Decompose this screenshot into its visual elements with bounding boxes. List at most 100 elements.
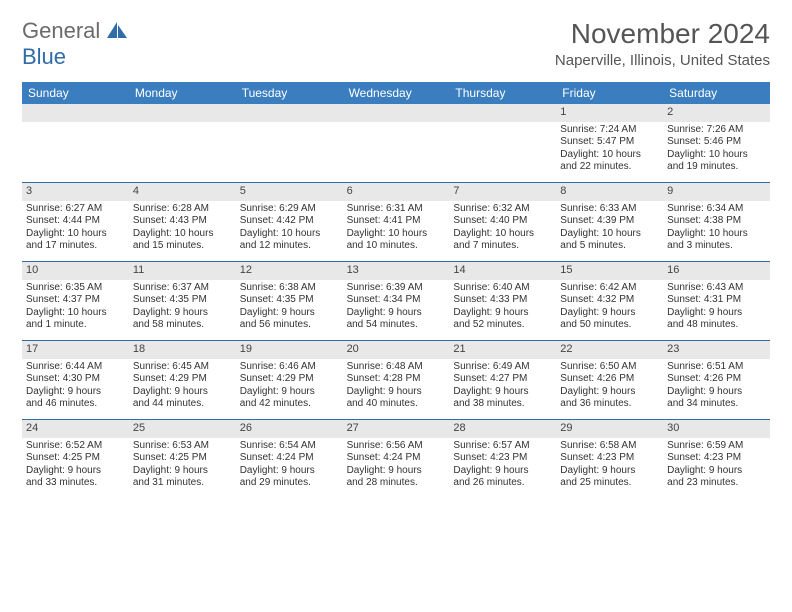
daylight-line: Daylight: 9 hours (560, 386, 659, 399)
day-number: 15 (556, 262, 663, 280)
empty-cell (22, 104, 129, 182)
day-number: 24 (22, 420, 129, 438)
day-cell: 15Sunrise: 6:42 AMSunset: 4:32 PMDayligh… (556, 262, 663, 340)
day-number: 28 (449, 420, 556, 438)
sunset-line: Sunset: 4:31 PM (667, 294, 766, 307)
calendar: SundayMondayTuesdayWednesdayThursdayFrid… (22, 82, 770, 498)
sunrise-line: Sunrise: 6:48 AM (347, 361, 446, 374)
daylight-line: Daylight: 10 hours (347, 228, 446, 241)
sunset-line: Sunset: 4:25 PM (26, 452, 125, 465)
sunrise-line: Sunrise: 6:44 AM (26, 361, 125, 374)
weekday-header: Friday (556, 82, 663, 104)
sunset-line: Sunset: 4:30 PM (26, 373, 125, 386)
sunrise-line: Sunrise: 6:42 AM (560, 282, 659, 295)
day-cell: 1 Sunrise: 7:24 AMSunset: 5:47 PMDaylight… (556, 104, 663, 182)
daylight-line: Daylight: 10 hours (560, 149, 659, 162)
sunset-line: Sunset: 4:26 PM (560, 373, 659, 386)
day-number: 21 (449, 341, 556, 359)
day-cell: 17Sunrise: 6:44 AMSunset: 4:30 PMDayligh… (22, 341, 129, 419)
daylight-line: Daylight: 9 hours (560, 465, 659, 478)
day-cell: 3Sunrise: 6:27 AMSunset: 4:44 PMDaylight… (22, 183, 129, 261)
sunset-line: Sunset: 4:35 PM (133, 294, 232, 307)
week-row: 17Sunrise: 6:44 AMSunset: 4:30 PMDayligh… (22, 341, 770, 420)
logo: General Blue (22, 18, 127, 70)
day-cell: 13Sunrise: 6:39 AMSunset: 4:34 PMDayligh… (343, 262, 450, 340)
logo-word-2: Blue (22, 44, 66, 69)
sunrise-line: Sunrise: 6:59 AM (667, 440, 766, 453)
day-cell: 10Sunrise: 6:35 AMSunset: 4:37 PMDayligh… (22, 262, 129, 340)
day-number: 23 (663, 341, 770, 359)
week-row: 3Sunrise: 6:27 AMSunset: 4:44 PMDaylight… (22, 183, 770, 262)
weekday-header: Tuesday (236, 82, 343, 104)
daylight-line: and 58 minutes. (133, 319, 232, 332)
sunset-line: Sunset: 4:44 PM (26, 215, 125, 228)
daylight-line: and 10 minutes. (347, 240, 446, 253)
logo-sail-icon (107, 22, 127, 38)
sunset-line: Sunset: 4:32 PM (560, 294, 659, 307)
daylight-line: and 52 minutes. (453, 319, 552, 332)
day-cell: 5Sunrise: 6:29 AMSunset: 4:42 PMDaylight… (236, 183, 343, 261)
day-number: 29 (556, 420, 663, 438)
week-row: 1 Sunrise: 7:24 AMSunset: 5:47 PMDaylight… (22, 104, 770, 183)
daylight-line: and 48 minutes. (667, 319, 766, 332)
daylight-line: and 5 minutes. (560, 240, 659, 253)
day-cell: 19Sunrise: 6:46 AMSunset: 4:29 PMDayligh… (236, 341, 343, 419)
sunrise-line: Sunrise: 6:49 AM (453, 361, 552, 374)
sunrise-line: Sunrise: 6:52 AM (26, 440, 125, 453)
day-cell: 22Sunrise: 6:50 AMSunset: 4:26 PMDayligh… (556, 341, 663, 419)
sunrise-line: Sunrise: 6:40 AM (453, 282, 552, 295)
day-number: 18 (129, 341, 236, 359)
sunrise-line: Sunrise: 6:54 AM (240, 440, 339, 453)
sunset-line: Sunset: 4:35 PM (240, 294, 339, 307)
weekday-header: Wednesday (343, 82, 450, 104)
daylight-line: Daylight: 9 hours (133, 465, 232, 478)
sunset-line: Sunset: 5:46 PM (667, 136, 766, 149)
sunset-line: Sunset: 4:42 PM (240, 215, 339, 228)
day-number: 9 (663, 183, 770, 201)
daylight-line: Daylight: 9 hours (26, 386, 125, 399)
day-number: 1 (556, 104, 663, 122)
daylight-line: Daylight: 9 hours (667, 386, 766, 399)
daylight-line: and 15 minutes. (133, 240, 232, 253)
daylight-line: Daylight: 10 hours (26, 228, 125, 241)
daylight-line: and 50 minutes. (560, 319, 659, 332)
daylight-line: Daylight: 10 hours (453, 228, 552, 241)
daylight-line: and 25 minutes. (560, 477, 659, 490)
empty-cell (236, 104, 343, 182)
sunset-line: Sunset: 4:24 PM (240, 452, 339, 465)
day-number: 22 (556, 341, 663, 359)
weekday-header: Monday (129, 82, 236, 104)
day-number: 8 (556, 183, 663, 201)
daylight-line: Daylight: 9 hours (133, 307, 232, 320)
sunrise-line: Sunrise: 6:28 AM (133, 203, 232, 216)
day-cell: 11Sunrise: 6:37 AMSunset: 4:35 PMDayligh… (129, 262, 236, 340)
logo-text: General Blue (22, 18, 127, 70)
location-label: Naperville, Illinois, United States (555, 52, 770, 69)
daylight-line: and 31 minutes. (133, 477, 232, 490)
title-block: November 2024 Naperville, Illinois, Unit… (555, 18, 770, 69)
sunrise-line: Sunrise: 6:35 AM (26, 282, 125, 295)
sunrise-line: Sunrise: 7:24 AM (560, 124, 659, 137)
day-cell: 30Sunrise: 6:59 AMSunset: 4:23 PMDayligh… (663, 420, 770, 498)
day-number: 16 (663, 262, 770, 280)
daylight-line: Daylight: 9 hours (667, 307, 766, 320)
daylight-line: Daylight: 9 hours (240, 386, 339, 399)
daylight-line: Daylight: 9 hours (133, 386, 232, 399)
day-cell: 6Sunrise: 6:31 AMSunset: 4:41 PMDaylight… (343, 183, 450, 261)
sunset-line: Sunset: 4:29 PM (240, 373, 339, 386)
day-cell: 20Sunrise: 6:48 AMSunset: 4:28 PMDayligh… (343, 341, 450, 419)
day-cell: 16Sunrise: 6:43 AMSunset: 4:31 PMDayligh… (663, 262, 770, 340)
sunrise-line: Sunrise: 6:51 AM (667, 361, 766, 374)
header: General Blue November 2024 Naperville, I… (22, 18, 770, 70)
sunset-line: Sunset: 5:47 PM (560, 136, 659, 149)
empty-cell (449, 104, 556, 182)
sunrise-line: Sunrise: 6:53 AM (133, 440, 232, 453)
week-row: 10Sunrise: 6:35 AMSunset: 4:37 PMDayligh… (22, 262, 770, 341)
sunrise-line: Sunrise: 6:45 AM (133, 361, 232, 374)
day-number: 6 (343, 183, 450, 201)
sunrise-line: Sunrise: 6:27 AM (26, 203, 125, 216)
daylight-line: and 38 minutes. (453, 398, 552, 411)
daylight-line: Daylight: 9 hours (453, 307, 552, 320)
month-title: November 2024 (555, 18, 770, 50)
daylight-line: Daylight: 10 hours (667, 228, 766, 241)
